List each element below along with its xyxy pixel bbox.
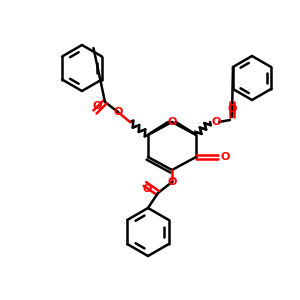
Text: O: O	[227, 104, 237, 114]
Text: O: O	[92, 101, 102, 111]
Text: O: O	[211, 117, 221, 127]
Text: O: O	[142, 184, 152, 194]
Text: O: O	[167, 117, 177, 127]
Text: O: O	[220, 152, 230, 162]
Text: O: O	[113, 107, 123, 117]
Text: O: O	[167, 177, 177, 187]
